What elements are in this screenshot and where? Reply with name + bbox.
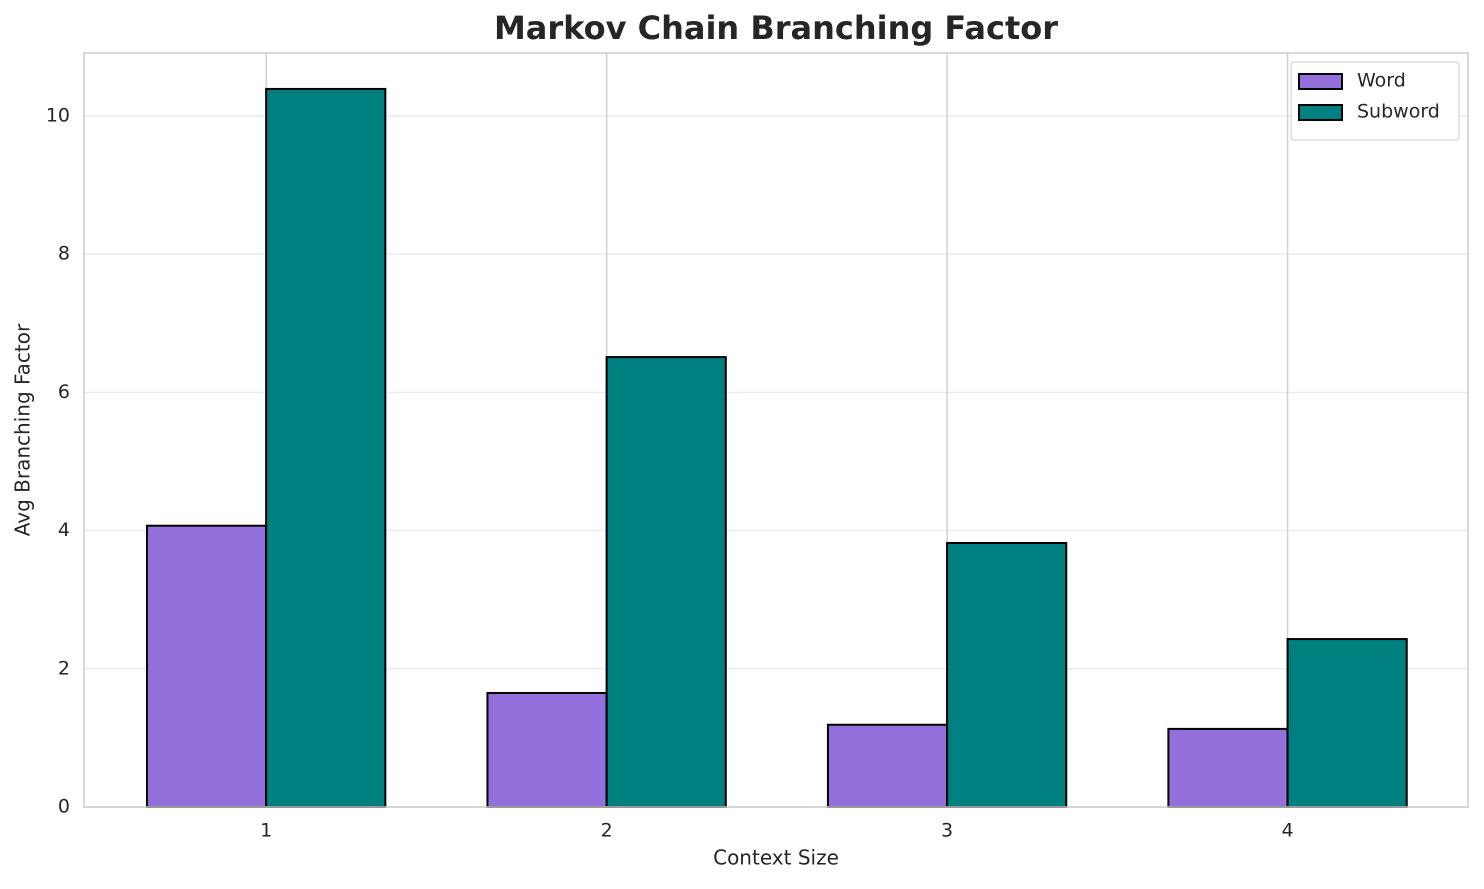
bar (145, 524, 268, 809)
chart-title: Markov Chain Branching Factor (494, 9, 1058, 47)
y-tick-label: 6 (58, 381, 70, 403)
plot-frame (83, 52, 1469, 808)
x-tick-label: 4 (1282, 820, 1294, 842)
legend: Word Subword (1290, 61, 1460, 141)
bar (826, 723, 949, 808)
y-tick-label: 8 (58, 243, 70, 265)
bar (946, 541, 1068, 808)
legend-label: Word (1357, 70, 1406, 92)
x-tick-label: 1 (260, 820, 272, 842)
bar (1167, 727, 1289, 808)
bar (486, 691, 608, 808)
x-axis-label: Context Size (713, 846, 839, 870)
y-tick-label: 10 (46, 104, 70, 126)
y-tick-label: 0 (58, 796, 70, 818)
y-axis-label: Avg Branching Factor (11, 323, 35, 536)
y-tick-label: 2 (58, 657, 70, 679)
bar (1286, 638, 1408, 808)
legend-swatch (1298, 73, 1343, 90)
bar (265, 87, 387, 808)
y-tick-label: 4 (58, 519, 70, 541)
legend-swatch (1298, 104, 1343, 121)
x-tick-label: 2 (601, 820, 613, 842)
x-tick-label: 3 (941, 820, 953, 842)
legend-label: Subword (1357, 101, 1440, 123)
bar (605, 356, 727, 808)
